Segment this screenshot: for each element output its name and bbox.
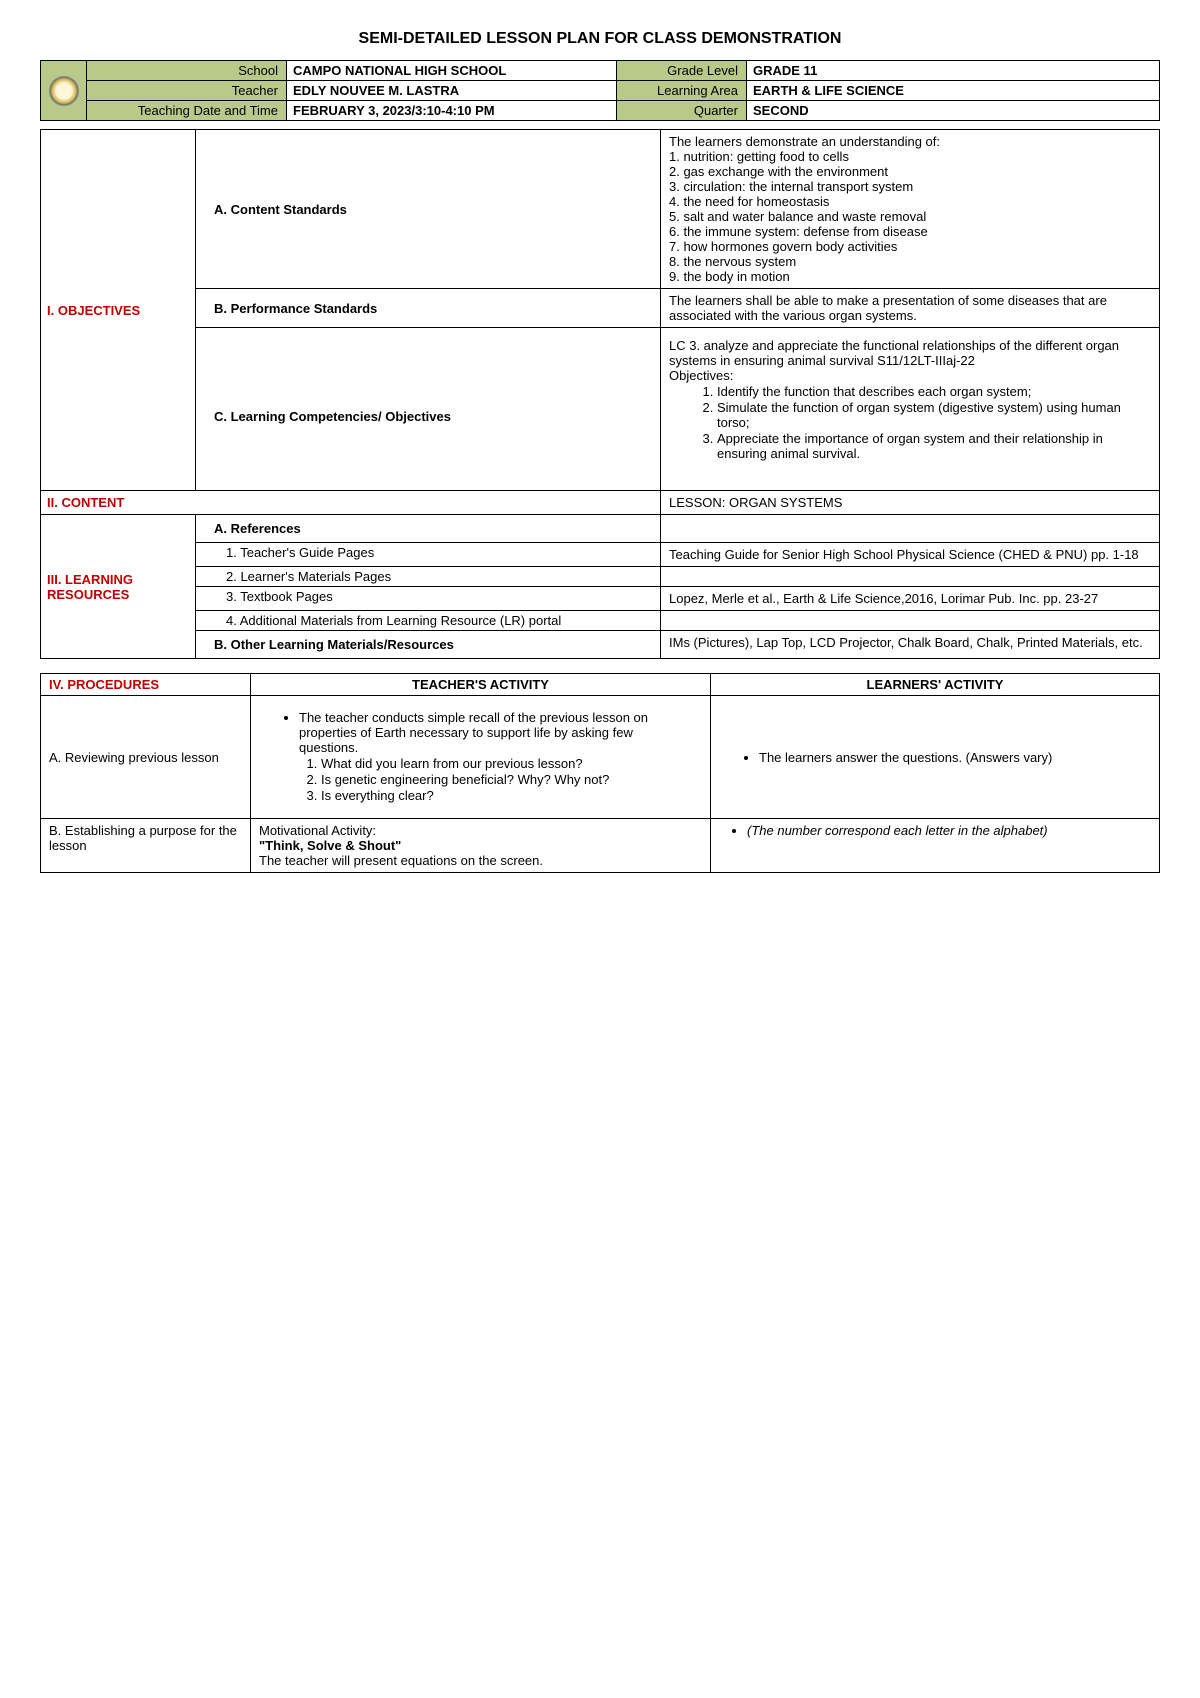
- school-label: School: [87, 61, 287, 81]
- performance-standards-value: The learners shall be able to make a pre…: [661, 289, 1160, 328]
- learning-competencies-value: LC 3. analyze and appreciate the functio…: [661, 328, 1160, 491]
- teachers-guide-value: Teaching Guide for Senior High School Ph…: [661, 543, 1160, 567]
- content-standards-item: 4. the need for homeostasis: [669, 194, 1151, 209]
- main-table: I. OBJECTIVES A. Content Standards The l…: [40, 129, 1160, 659]
- other-materials-label: B. Other Learning Materials/Resources: [196, 631, 661, 659]
- teachers-guide-label: 1. Teacher's Guide Pages: [196, 543, 661, 567]
- proc-a-teacher: The teacher conducts simple recall of th…: [251, 696, 711, 819]
- logo-cell: [41, 61, 87, 121]
- proc-b-line3: The teacher will present equations on th…: [259, 853, 702, 868]
- header-table: School CAMPO NATIONAL HIGH SCHOOL Grade …: [40, 60, 1160, 121]
- content-standards-item: 6. the immune system: defense from disea…: [669, 224, 1151, 239]
- lr-portal-label: 4. Additional Materials from Learning Re…: [196, 611, 661, 631]
- proc-b-learner: (The number correspond each letter in th…: [711, 819, 1160, 873]
- quarter-label: Quarter: [617, 101, 747, 121]
- lc-intro2: Objectives:: [669, 368, 1151, 383]
- quarter-value: SECOND: [747, 101, 1160, 121]
- content-standards-item: 9. the body in motion: [669, 269, 1151, 284]
- content-standards-item: 5. salt and water balance and waste remo…: [669, 209, 1151, 224]
- proc-b-line1: Motivational Activity:: [259, 823, 702, 838]
- content-standards-intro: The learners demonstrate an understandin…: [669, 134, 1151, 149]
- school-value: CAMPO NATIONAL HIGH SCHOOL: [287, 61, 617, 81]
- performance-standards-label: B. Performance Standards: [196, 289, 661, 328]
- textbook-label: 3. Textbook Pages: [196, 587, 661, 611]
- learners-activity-header: LEARNERS' ACTIVITY: [711, 674, 1160, 696]
- teacher-value: EDLY NOUVEE M. LASTRA: [287, 81, 617, 101]
- proc-a-question-item: Is everything clear?: [321, 788, 690, 803]
- content-standards-item: 7. how hormones govern body activities: [669, 239, 1151, 254]
- datetime-label: Teaching Date and Time: [87, 101, 287, 121]
- area-label: Learning Area: [617, 81, 747, 101]
- content-standards-value: The learners demonstrate an understandin…: [661, 130, 1160, 289]
- proc-b-label: B. Establishing a purpose for the lesson: [41, 819, 251, 873]
- proc-b-line2: "Think, Solve & Shout": [259, 838, 702, 853]
- proc-a-teacher-bullet-text: The teacher conducts simple recall of th…: [299, 710, 648, 755]
- proc-a-label: A. Reviewing previous lesson: [41, 696, 251, 819]
- content-standards-item: 3. circulation: the internal transport s…: [669, 179, 1151, 194]
- datetime-value: FEBRUARY 3, 2023/3:10-4:10 PM: [287, 101, 617, 121]
- content-standards-item: 8. the nervous system: [669, 254, 1151, 269]
- learning-competencies-label: C. Learning Competencies/ Objectives: [196, 328, 661, 491]
- teachers-activity-header: TEACHER'S ACTIVITY: [251, 674, 711, 696]
- content-standards-item: 2. gas exchange with the environment: [669, 164, 1151, 179]
- proc-b-teacher: Motivational Activity: "Think, Solve & S…: [251, 819, 711, 873]
- other-materials-value: IMs (Pictures), Lap Top, LCD Projector, …: [661, 631, 1160, 659]
- proc-b-learner-bullet: (The number correspond each letter in th…: [747, 823, 1151, 838]
- lc-objective-item: Appreciate the importance of organ syste…: [717, 431, 1151, 461]
- section-content: II. CONTENT: [41, 491, 661, 515]
- proc-a-learner-bullet: The learners answer the questions. (Answ…: [759, 750, 1139, 765]
- content-standards-label: A. Content Standards: [196, 130, 661, 289]
- references-blank: [661, 515, 1160, 543]
- lesson-value: LESSON: ORGAN SYSTEMS: [661, 491, 1160, 515]
- learning-competencies-label-text: C. Learning Competencies/ Objectives: [214, 409, 451, 424]
- lc-intro1: LC 3. analyze and appreciate the functio…: [669, 338, 1151, 368]
- learners-materials-label: 2. Learner's Materials Pages: [196, 567, 661, 587]
- proc-a-question-item: Is genetic engineering beneficial? Why? …: [321, 772, 690, 787]
- school-logo-icon: [49, 76, 79, 106]
- content-standards-item: 1. nutrition: getting food to cells: [669, 149, 1151, 164]
- proc-a-learner: The learners answer the questions. (Answ…: [711, 696, 1160, 819]
- teacher-label: Teacher: [87, 81, 287, 101]
- page-title: SEMI-DETAILED LESSON PLAN FOR CLASS DEMO…: [40, 30, 1160, 48]
- section-resources: III. LEARNING RESOURCES: [41, 515, 196, 659]
- grade-value: GRADE 11: [747, 61, 1160, 81]
- area-value: EARTH & LIFE SCIENCE: [747, 81, 1160, 101]
- lc-objective-item: Simulate the function of organ system (d…: [717, 400, 1151, 430]
- textbook-value: Lopez, Merle et al., Earth & Life Scienc…: [661, 587, 1160, 611]
- section-objectives: I. OBJECTIVES: [41, 130, 196, 491]
- lc-objective-item: Identify the function that describes eac…: [717, 384, 1151, 399]
- proc-a-question-item: What did you learn from our previous les…: [321, 756, 690, 771]
- lr-portal-value: [661, 611, 1160, 631]
- grade-label: Grade Level: [617, 61, 747, 81]
- learners-materials-value: [661, 567, 1160, 587]
- procedures-table: IV. PROCEDURES TEACHER'S ACTIVITY LEARNE…: [40, 673, 1160, 873]
- proc-a-teacher-bullet: The teacher conducts simple recall of th…: [299, 710, 690, 803]
- references-label: A. References: [196, 515, 661, 543]
- section-procedures: IV. PROCEDURES: [41, 674, 251, 696]
